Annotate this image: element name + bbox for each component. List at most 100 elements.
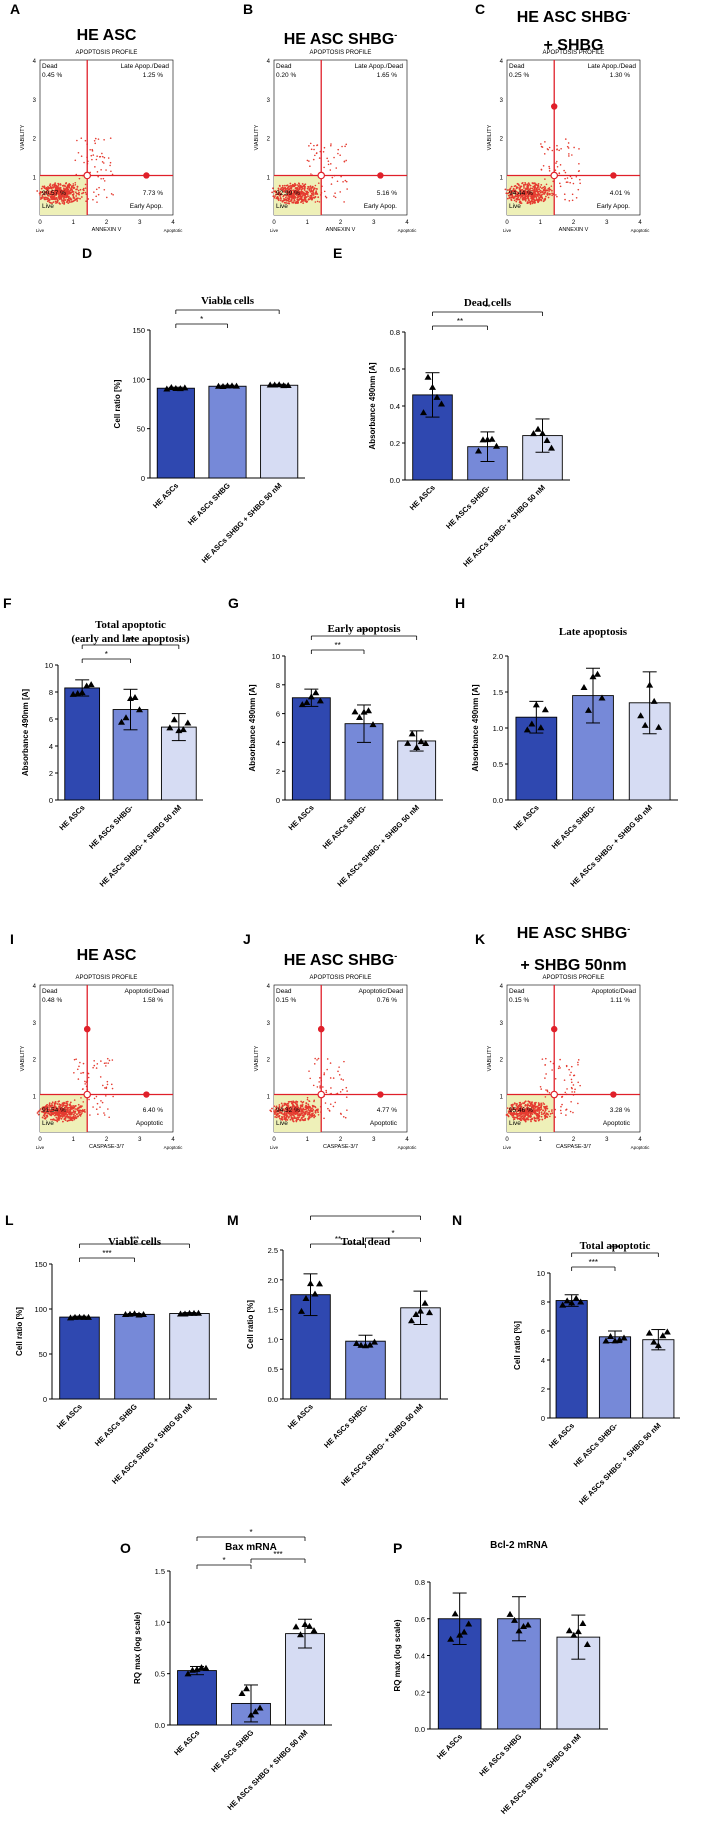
scatter-point <box>60 1112 62 1115</box>
scatter-point <box>51 184 54 187</box>
scatter-point <box>308 1113 311 1116</box>
scatter-point <box>74 1104 77 1107</box>
x-corner-label: Apoptotic <box>631 1145 651 1150</box>
scatter-point <box>519 186 522 189</box>
scatter-point <box>564 138 567 140</box>
scatter-point <box>506 189 509 191</box>
scatter-point <box>48 184 51 187</box>
scatter-point <box>510 198 513 201</box>
scatter-point <box>289 182 292 185</box>
scatter-point <box>92 1066 94 1069</box>
scatter-point <box>44 1117 47 1120</box>
scatter-point <box>508 196 511 199</box>
scatter-point <box>48 199 51 201</box>
scatter-point <box>290 195 293 198</box>
scatter-point <box>274 1116 277 1118</box>
x-category-label: HE ASCs SHBG <box>209 1728 255 1774</box>
scatter-point <box>518 1115 520 1117</box>
scatter-point <box>279 199 282 202</box>
scatter-point <box>345 159 347 162</box>
scatter-point <box>55 184 58 187</box>
scatter-point <box>279 188 282 191</box>
scatter-point <box>533 188 536 190</box>
data-point <box>184 719 192 726</box>
scatter-point <box>522 198 525 201</box>
scatter-point <box>310 186 312 189</box>
scatter-point <box>302 1108 305 1110</box>
y-tick-label: 2.0 <box>493 652 503 661</box>
scatter-point <box>299 1113 301 1116</box>
y-tick-label: 6 <box>541 1327 545 1336</box>
scatter-point <box>109 137 112 139</box>
flow-subtitle: APOPTOSIS PROFILE <box>543 50 605 56</box>
panel-letter: K <box>475 931 485 947</box>
scatter-point <box>565 1065 568 1068</box>
scatter-point <box>541 196 543 199</box>
scatter-point <box>564 198 566 201</box>
scatter-point <box>316 193 319 195</box>
scatter-point <box>558 149 560 152</box>
scatter-point <box>41 195 44 198</box>
data-point <box>424 373 432 380</box>
scatter-point <box>61 1109 64 1112</box>
scatter-point <box>548 170 551 172</box>
scatter-point <box>106 1083 109 1086</box>
scatter-point <box>343 160 346 163</box>
scatter-point <box>75 1117 78 1120</box>
scatter-point <box>312 194 315 196</box>
scatter-point <box>534 192 536 195</box>
flow-axes-box <box>273 984 408 1133</box>
x-tick-label: 3 <box>605 220 609 226</box>
scatter-point <box>305 1107 308 1110</box>
scatter-point <box>292 1120 295 1123</box>
scatter-point <box>76 200 79 202</box>
scatter-point <box>516 182 519 185</box>
scatter-point <box>507 194 510 197</box>
y-tick-label: 4 <box>33 59 37 65</box>
scatter-point <box>556 165 559 168</box>
bar-chart: Total apoptotic(early and late apoptosis… <box>21 619 203 889</box>
scatter-point <box>542 193 545 195</box>
scatter-point <box>578 178 581 181</box>
scatter-point <box>72 1104 75 1107</box>
scatter-point <box>342 1079 345 1081</box>
scatter-point <box>64 1106 66 1109</box>
scatter-point <box>41 1107 44 1110</box>
scatter-point <box>51 1106 54 1109</box>
scatter-point <box>526 197 529 199</box>
scatter-point <box>563 193 566 196</box>
flow-axes-box <box>39 59 174 216</box>
scatter-point <box>543 188 546 190</box>
scatter-point <box>111 1059 114 1061</box>
scatter-point <box>310 195 313 197</box>
scatter-point <box>56 1113 59 1116</box>
scatter-point <box>526 1117 529 1120</box>
scatter-point <box>64 1117 67 1120</box>
scatter-point <box>310 192 313 195</box>
scatter-point <box>537 201 540 204</box>
scatter-point <box>334 192 336 194</box>
scatter-point <box>280 1102 283 1105</box>
scatter-point <box>346 1090 348 1092</box>
scatter-point <box>285 191 288 193</box>
scatter-point <box>36 1112 39 1114</box>
scatter-point <box>100 1060 102 1062</box>
scatter-point <box>294 184 297 186</box>
scatter-point <box>548 186 551 189</box>
bar <box>156 387 195 479</box>
scatter-point <box>575 175 578 178</box>
scatter-point <box>560 147 562 150</box>
y-tick-label: 0 <box>49 796 53 805</box>
scatter-point <box>76 188 78 190</box>
scatter-point <box>57 1100 60 1103</box>
scatter-point <box>578 170 580 172</box>
scatter-point <box>345 1096 348 1098</box>
scatter-point <box>75 192 78 195</box>
y-axis-label: Cell ratio [%] <box>15 1307 24 1356</box>
x-tick-label: 1 <box>72 1137 76 1143</box>
scatter-point <box>332 1077 335 1079</box>
scatter-point <box>542 1109 544 1112</box>
scatter-point <box>330 183 333 185</box>
quadrant-label-dead: Dead <box>509 988 525 995</box>
y-tick-label: 4 <box>267 59 271 65</box>
